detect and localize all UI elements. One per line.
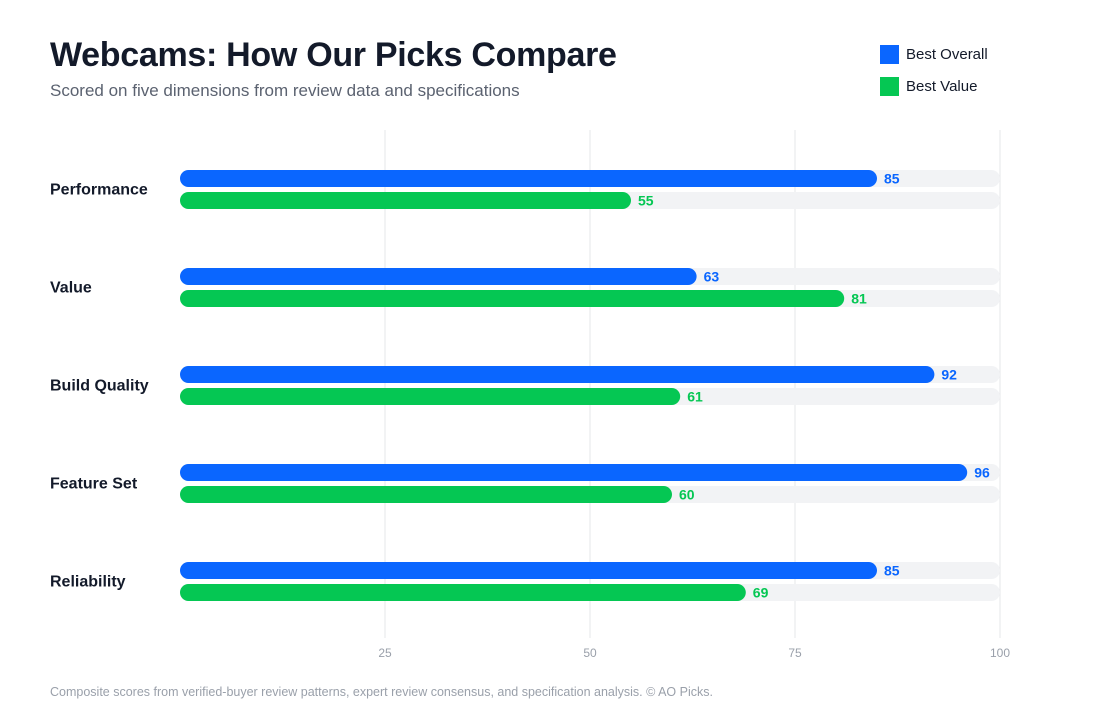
data-label-feature-set-best-overall: 96 <box>974 465 990 481</box>
x-tick-label-100: 100 <box>990 646 1010 660</box>
legend-swatch-best-overall <box>880 45 899 64</box>
category-label-value: Value <box>50 280 92 297</box>
bar-performance-best-overall <box>180 170 877 187</box>
bar-value-best-overall <box>180 268 697 285</box>
bar-feature-set-best-value <box>180 486 672 503</box>
bar-reliability-best-overall <box>180 562 877 579</box>
x-tick-label-25: 25 <box>378 646 392 660</box>
bar-build-quality-best-overall <box>180 366 935 383</box>
category-label-feature-set: Feature Set <box>50 476 138 493</box>
data-label-performance-best-value: 55 <box>638 193 654 209</box>
bar-value-best-value <box>180 290 845 307</box>
chart-subtitle: Scored on five dimensions from review da… <box>50 81 520 100</box>
x-tick-label-50: 50 <box>583 646 597 660</box>
data-label-performance-best-overall: 85 <box>884 171 900 187</box>
category-label-reliability: Reliability <box>50 574 126 591</box>
legend-swatch-best-value <box>880 77 899 96</box>
chart-title: Webcams: How Our Picks Compare <box>50 36 617 74</box>
category-label-performance: Performance <box>50 182 148 199</box>
data-label-reliability-best-value: 69 <box>753 585 769 601</box>
bar-performance-best-value <box>180 192 631 209</box>
bar-feature-set-best-overall <box>180 464 968 481</box>
legend-label-best-overall: Best Overall <box>906 46 988 63</box>
footnote: Composite scores from verified-buyer rev… <box>50 685 713 699</box>
bar-reliability-best-value <box>180 584 746 601</box>
legend-item-best-overall: Best Overall <box>880 45 1080 65</box>
legend-item-best-value: Best Value <box>880 77 1080 97</box>
data-label-feature-set-best-value: 60 <box>679 487 695 503</box>
legend-label-best-value: Best Value <box>906 78 978 95</box>
data-label-build-quality-best-overall: 92 <box>941 367 957 383</box>
legend: Best Overall Best Value <box>880 45 1080 109</box>
data-label-build-quality-best-value: 61 <box>687 389 703 405</box>
category-label-build-quality: Build Quality <box>50 378 149 395</box>
data-label-value-best-value: 81 <box>851 291 867 307</box>
x-tick-label-75: 75 <box>788 646 802 660</box>
data-label-reliability-best-overall: 85 <box>884 563 900 579</box>
bar-build-quality-best-value <box>180 388 681 405</box>
data-label-value-best-overall: 63 <box>704 269 720 285</box>
